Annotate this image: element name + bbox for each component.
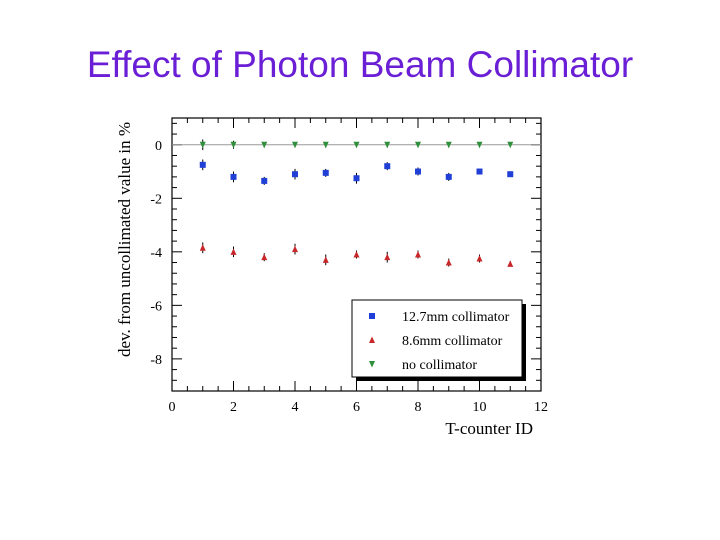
data-point-square [507, 171, 514, 178]
data-point-square [476, 168, 483, 175]
legend-marker [369, 336, 375, 343]
slide-title: Effect of Photon Beam Collimator [86, 44, 634, 85]
data-point-triangle-down [415, 141, 421, 149]
legend-box [351, 299, 523, 378]
data-point-triangle-down [384, 141, 391, 149]
x-tick-label: 10 [473, 400, 487, 415]
y-tick-label: -4 [150, 246, 162, 261]
axis-ticks-group [171, 118, 542, 392]
data-points-group [199, 139, 514, 267]
data-point-triangle-up [292, 245, 298, 253]
x-tick-label: 12 [534, 400, 548, 415]
x-tick-label: 4 [292, 400, 299, 415]
legend-entry-label: 8.6mm collimator [402, 334, 503, 349]
data-point-triangle-up [322, 256, 329, 263]
data-point-square [322, 169, 329, 176]
legend-entry-label: 12.7mm collimator [402, 310, 510, 325]
y-axis-label: dev. from uncollimated value in % [115, 122, 134, 357]
data-point-triangle-up [199, 244, 206, 251]
x-tick-label: 2 [230, 400, 237, 415]
data-point-triangle-down [292, 141, 298, 149]
x-axis-label: T-counter ID [445, 419, 533, 438]
data-point-triangle-up [353, 251, 360, 258]
legend-marker [369, 313, 375, 319]
data-point-triangle-up [415, 251, 421, 258]
data-point-square [230, 173, 237, 180]
data-point-triangle-up [230, 248, 237, 255]
data-point-triangle-up [384, 253, 391, 261]
legend: 12.7mm collimator 8.6mm collimator no coll… [351, 299, 526, 381]
data-point-triangle-up [445, 259, 452, 266]
y-tick-label: -2 [150, 192, 162, 207]
y-tick-label: 0 [155, 139, 162, 154]
legend-entry-label: no collimator [402, 358, 477, 373]
data-point-triangle-down [507, 141, 514, 149]
data-point-triangle-down [353, 141, 360, 149]
data-point-square [292, 171, 298, 178]
y-tick-label: -8 [150, 353, 162, 368]
x-tick-label: 6 [353, 400, 360, 415]
y-tick-label: -6 [150, 299, 162, 314]
data-point-triangle-up [261, 253, 268, 261]
data-point-triangle-up [507, 260, 514, 267]
axis-labels-group: 0 2 4 6 8 10 12 0 -2 -4 -6 -8 T-counter ID dev. from … [115, 122, 548, 438]
data-point-square [384, 163, 391, 170]
data-point-triangle-up [476, 255, 483, 262]
data-point-triangle-down [445, 141, 452, 149]
data-point-triangle-down [476, 141, 483, 149]
legend-marker [369, 361, 375, 368]
data-point-triangle-down [261, 141, 268, 149]
data-point-triangle-down [230, 141, 237, 149]
x-tick-label: 8 [415, 400, 422, 415]
data-point-square [261, 177, 268, 184]
data-point-triangle-down [199, 141, 206, 149]
data-point-square [445, 173, 452, 180]
data-point-square [199, 161, 206, 168]
x-tick-label: 0 [169, 400, 176, 415]
data-point-triangle-down [322, 141, 329, 149]
data-point-square [353, 175, 360, 182]
data-point-square [415, 168, 421, 175]
